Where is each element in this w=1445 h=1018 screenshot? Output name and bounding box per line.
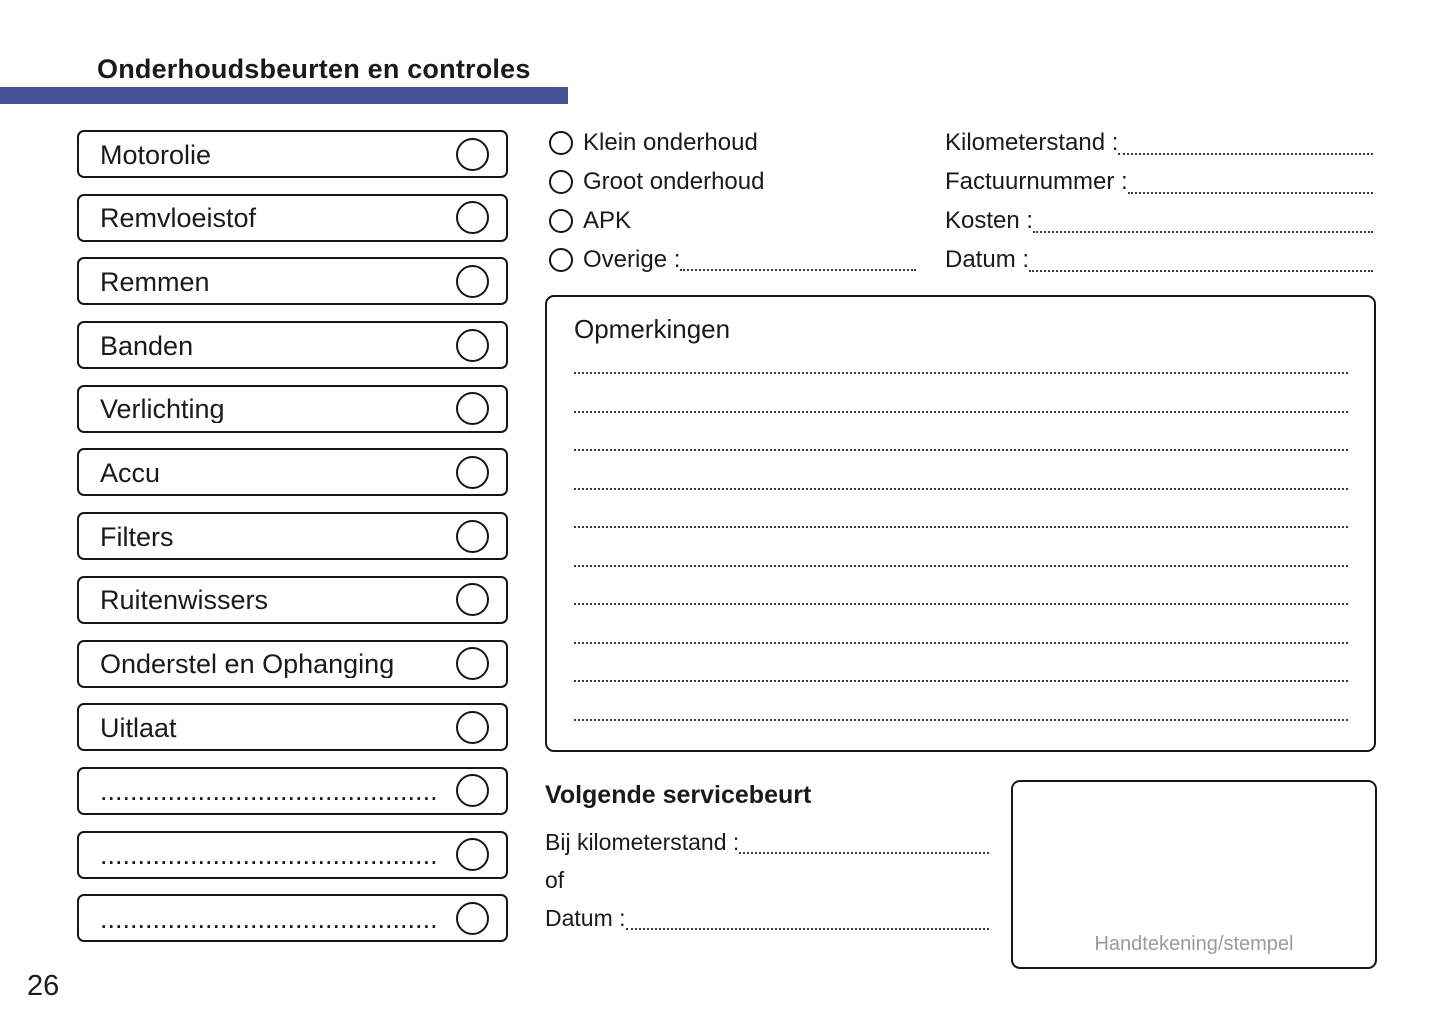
check-circle[interactable] [456, 838, 489, 872]
remarks-input-line[interactable] [574, 449, 1348, 451]
checklist-item-blank-label[interactable]: ........................................… [100, 776, 438, 806]
kilometerstand-input-line[interactable] [1118, 153, 1373, 155]
checklist-item-label: Remvloeistof [100, 203, 257, 233]
next-service-date-label: Datum : [545, 904, 626, 931]
checklist-item-label: Ruitenwissers [100, 585, 269, 615]
field-label: Datum : [945, 245, 1030, 273]
next-service-km-label: Bij kilometerstand : [545, 828, 740, 855]
check-circle[interactable] [456, 774, 489, 808]
remarks-input-line[interactable] [574, 719, 1348, 721]
field-label: Factuurnummer : [945, 167, 1128, 195]
checklist-item-filters: Filters [77, 512, 508, 561]
checklist-item-remmen: Remmen [77, 257, 508, 306]
check-circle[interactable] [456, 455, 489, 489]
signature-box[interactable]: Handtekening/stempel [1011, 780, 1377, 969]
checklist-item-onderstel: Onderstel en Ophanging [77, 639, 508, 688]
check-circle[interactable] [456, 264, 489, 298]
page-number: 26 [27, 970, 60, 1002]
checklist-item-label: Filters [100, 521, 174, 551]
checklist-item-label: Remmen [100, 266, 210, 296]
remarks-input-line[interactable] [574, 642, 1348, 644]
remarks-input-line[interactable] [574, 680, 1348, 682]
radio-circle[interactable] [549, 208, 573, 233]
maintenance-checklist: Motorolie Remvloeistof Remmen Banden Ver… [77, 130, 508, 943]
check-circle[interactable] [456, 201, 489, 235]
service-option-label: Klein onderhoud [583, 128, 758, 156]
checklist-item-motorolie: Motorolie [77, 130, 508, 178]
checklist-item-accu: Accu [77, 448, 508, 497]
remarks-input-line[interactable] [574, 411, 1348, 413]
service-option-overige: Overige : [549, 240, 989, 279]
remarks-input-line[interactable] [574, 526, 1348, 528]
checklist-item-blank-1: ........................................… [77, 766, 508, 815]
service-option-apk: APK [549, 201, 989, 240]
checklist-item-blank-label[interactable]: ........................................… [100, 903, 438, 933]
remarks-title: Opmerkingen [574, 314, 731, 344]
check-circle[interactable] [456, 392, 489, 426]
signature-label: Handtekening/stempel [1094, 933, 1294, 955]
next-service-km-row: Bij kilometerstand : [545, 823, 989, 861]
checklist-item-label: Uitlaat [100, 712, 177, 742]
checklist-item-blank-3: ........................................… [77, 894, 508, 943]
check-circle[interactable] [456, 583, 489, 617]
service-option-groot-onderhoud: Groot onderhoud [549, 162, 989, 201]
next-km-input-line[interactable] [739, 852, 989, 854]
checklist-item-label: Motorolie [100, 139, 212, 169]
remarks-input-line[interactable] [574, 603, 1348, 605]
field-factuurnummer: Factuurnummer : [945, 162, 1373, 201]
next-service-section: Volgende servicebeurt Bij kilometerstand… [545, 781, 989, 937]
check-circle[interactable] [456, 519, 489, 553]
checklist-item-blank-2: ........................................… [77, 830, 508, 879]
next-date-input-line[interactable] [625, 928, 989, 930]
radio-circle[interactable] [549, 130, 573, 155]
service-option-klein-onderhoud: Klein onderhoud [549, 123, 989, 162]
checklist-item-blank-label[interactable]: ........................................… [100, 840, 438, 870]
checklist-item-label: Onderstel en Ophanging [100, 649, 395, 678]
service-type-options: Klein onderhoud Groot onderhoud APK Over… [549, 123, 989, 279]
kosten-input-line[interactable] [1033, 231, 1373, 233]
field-label: Kosten : [945, 206, 1034, 234]
page-title: Onderhoudsbeurten en controles [97, 54, 531, 84]
factuurnummer-input-line[interactable] [1127, 192, 1373, 194]
service-option-label: Overige : [583, 245, 681, 273]
check-circle[interactable] [456, 647, 489, 680]
service-option-label: Groot onderhoud [583, 167, 765, 195]
next-service-date-row: Datum : [545, 899, 989, 937]
remarks-box: Opmerkingen [545, 295, 1376, 752]
checklist-item-banden: Banden [77, 321, 508, 370]
field-label: Kilometerstand : [945, 128, 1119, 156]
checklist-item-label: Accu [100, 457, 161, 487]
field-kosten: Kosten : [945, 201, 1373, 240]
checklist-item-uitlaat: Uitlaat [77, 703, 508, 752]
next-service-or-row: of [545, 861, 989, 899]
checklist-item-label: Banden [100, 330, 194, 360]
checklist-item-verlichting: Verlichting [77, 384, 508, 433]
title-underline-bar [0, 87, 568, 104]
datum-input-line[interactable] [1029, 270, 1373, 272]
remarks-input-line[interactable] [574, 565, 1348, 567]
invoice-fields: Kilometerstand : Factuurnummer : Kosten … [945, 123, 1373, 279]
radio-circle[interactable] [549, 169, 573, 194]
remarks-input-line[interactable] [574, 488, 1348, 490]
field-kilometerstand: Kilometerstand : [945, 123, 1373, 162]
next-service-title: Volgende servicebeurt [545, 781, 812, 809]
check-circle[interactable] [456, 710, 489, 744]
radio-circle[interactable] [549, 247, 573, 272]
overige-input-line[interactable] [680, 269, 917, 271]
next-service-or-label: of [545, 866, 565, 893]
check-circle[interactable] [456, 901, 489, 935]
check-circle[interactable] [456, 328, 489, 362]
checklist-item-label: Verlichting [100, 394, 225, 424]
checklist-item-remvloeistof: Remvloeistof [77, 193, 508, 242]
field-datum: Datum : [945, 240, 1373, 279]
checklist-item-ruitenwissers: Ruitenwissers [77, 575, 508, 624]
check-circle[interactable] [456, 137, 489, 171]
service-option-label: APK [583, 206, 632, 234]
remarks-input-line[interactable] [574, 372, 1348, 374]
